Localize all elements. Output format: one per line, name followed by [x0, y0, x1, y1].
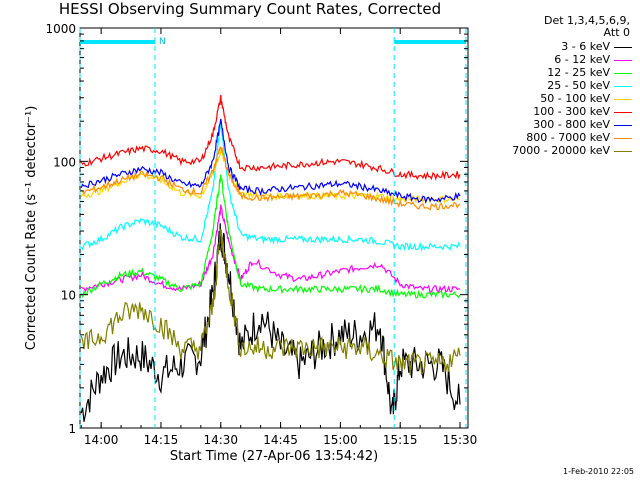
legend-entry: 7000 - 20000 keV	[512, 144, 632, 157]
legend-entry: 100 - 300 keV	[533, 105, 632, 118]
y-tick-label-0: 1	[68, 422, 76, 436]
x-tick-label-2: 14:30	[203, 433, 238, 447]
series-line-6-12-kev	[80, 204, 461, 294]
legend-entry: 800 - 7000 keV	[526, 131, 632, 144]
chart-title: HESSI Observing Summary Count Rates, Cor…	[58, 0, 442, 18]
x-tick-label-4: 15:00	[323, 433, 358, 447]
y-tick-label-3: 1000	[45, 22, 76, 36]
series-line-3-6-kev	[80, 223, 461, 422]
legend-swatch	[614, 137, 632, 139]
series-line-7000-20000-kev	[80, 229, 461, 376]
x-tick-label-5: 15:15	[383, 433, 418, 447]
legend-swatch	[614, 150, 632, 152]
legend-label: 100 - 300 keV	[533, 105, 610, 118]
legend-swatch	[614, 72, 632, 74]
legend-swatch	[614, 111, 632, 113]
legend-header-line2: Att 0	[603, 26, 630, 39]
series-line-800-7000-kev	[80, 145, 461, 211]
legend-swatch	[614, 124, 632, 126]
legend-swatch	[614, 98, 632, 100]
series-line-12-25-kev	[80, 174, 461, 300]
legend-label: 3 - 6 keV	[561, 40, 610, 53]
legend-entry: 25 - 50 keV	[547, 79, 632, 92]
y-axis-label: Corrected Count Rate (s⁻¹ detector⁻¹)	[24, 106, 39, 351]
legend-entry: 300 - 800 keV	[533, 118, 632, 131]
y-tick-label-2: 100	[53, 155, 76, 169]
legend-label: 6 - 12 keV	[554, 53, 610, 66]
legend-entry: 12 - 25 keV	[547, 66, 632, 79]
series-line-25-50-kev	[80, 123, 461, 252]
legend-swatch	[614, 59, 632, 61]
legend-label: 800 - 7000 keV	[526, 131, 610, 144]
legend-label: 50 - 100 keV	[540, 92, 610, 105]
footer-timestamp: 1-Feb-2010 22:05	[563, 467, 634, 476]
legend-label: 7000 - 20000 keV	[512, 144, 610, 157]
legend-label: 25 - 50 keV	[547, 79, 610, 92]
legend-header-line1: Det 1,3,4,5,6,9,	[543, 14, 630, 27]
x-axis-label: Start Time (27-Apr-06 13:54:42)	[170, 449, 378, 464]
x-tick-label-1: 14:15	[144, 433, 179, 447]
legend-entry: 6 - 12 keV	[554, 53, 632, 66]
legend-entry: 3 - 6 keV	[561, 40, 632, 53]
legend-entry: 50 - 100 keV	[540, 92, 632, 105]
series-line-100-300-kev	[80, 94, 461, 181]
x-tick-label-6: 15:30	[443, 433, 478, 447]
legend-swatch	[614, 85, 632, 87]
y-tick-label-1: 10	[61, 289, 76, 303]
series-line-300-800-kev	[80, 118, 461, 204]
x-tick-label-3: 14:45	[263, 433, 298, 447]
saa-flag-label: N	[159, 37, 166, 47]
x-tick-label-0: 14:00	[84, 433, 119, 447]
legend-label: 12 - 25 keV	[547, 66, 610, 79]
legend-label: 300 - 800 keV	[533, 118, 610, 131]
legend-swatch	[614, 46, 632, 48]
